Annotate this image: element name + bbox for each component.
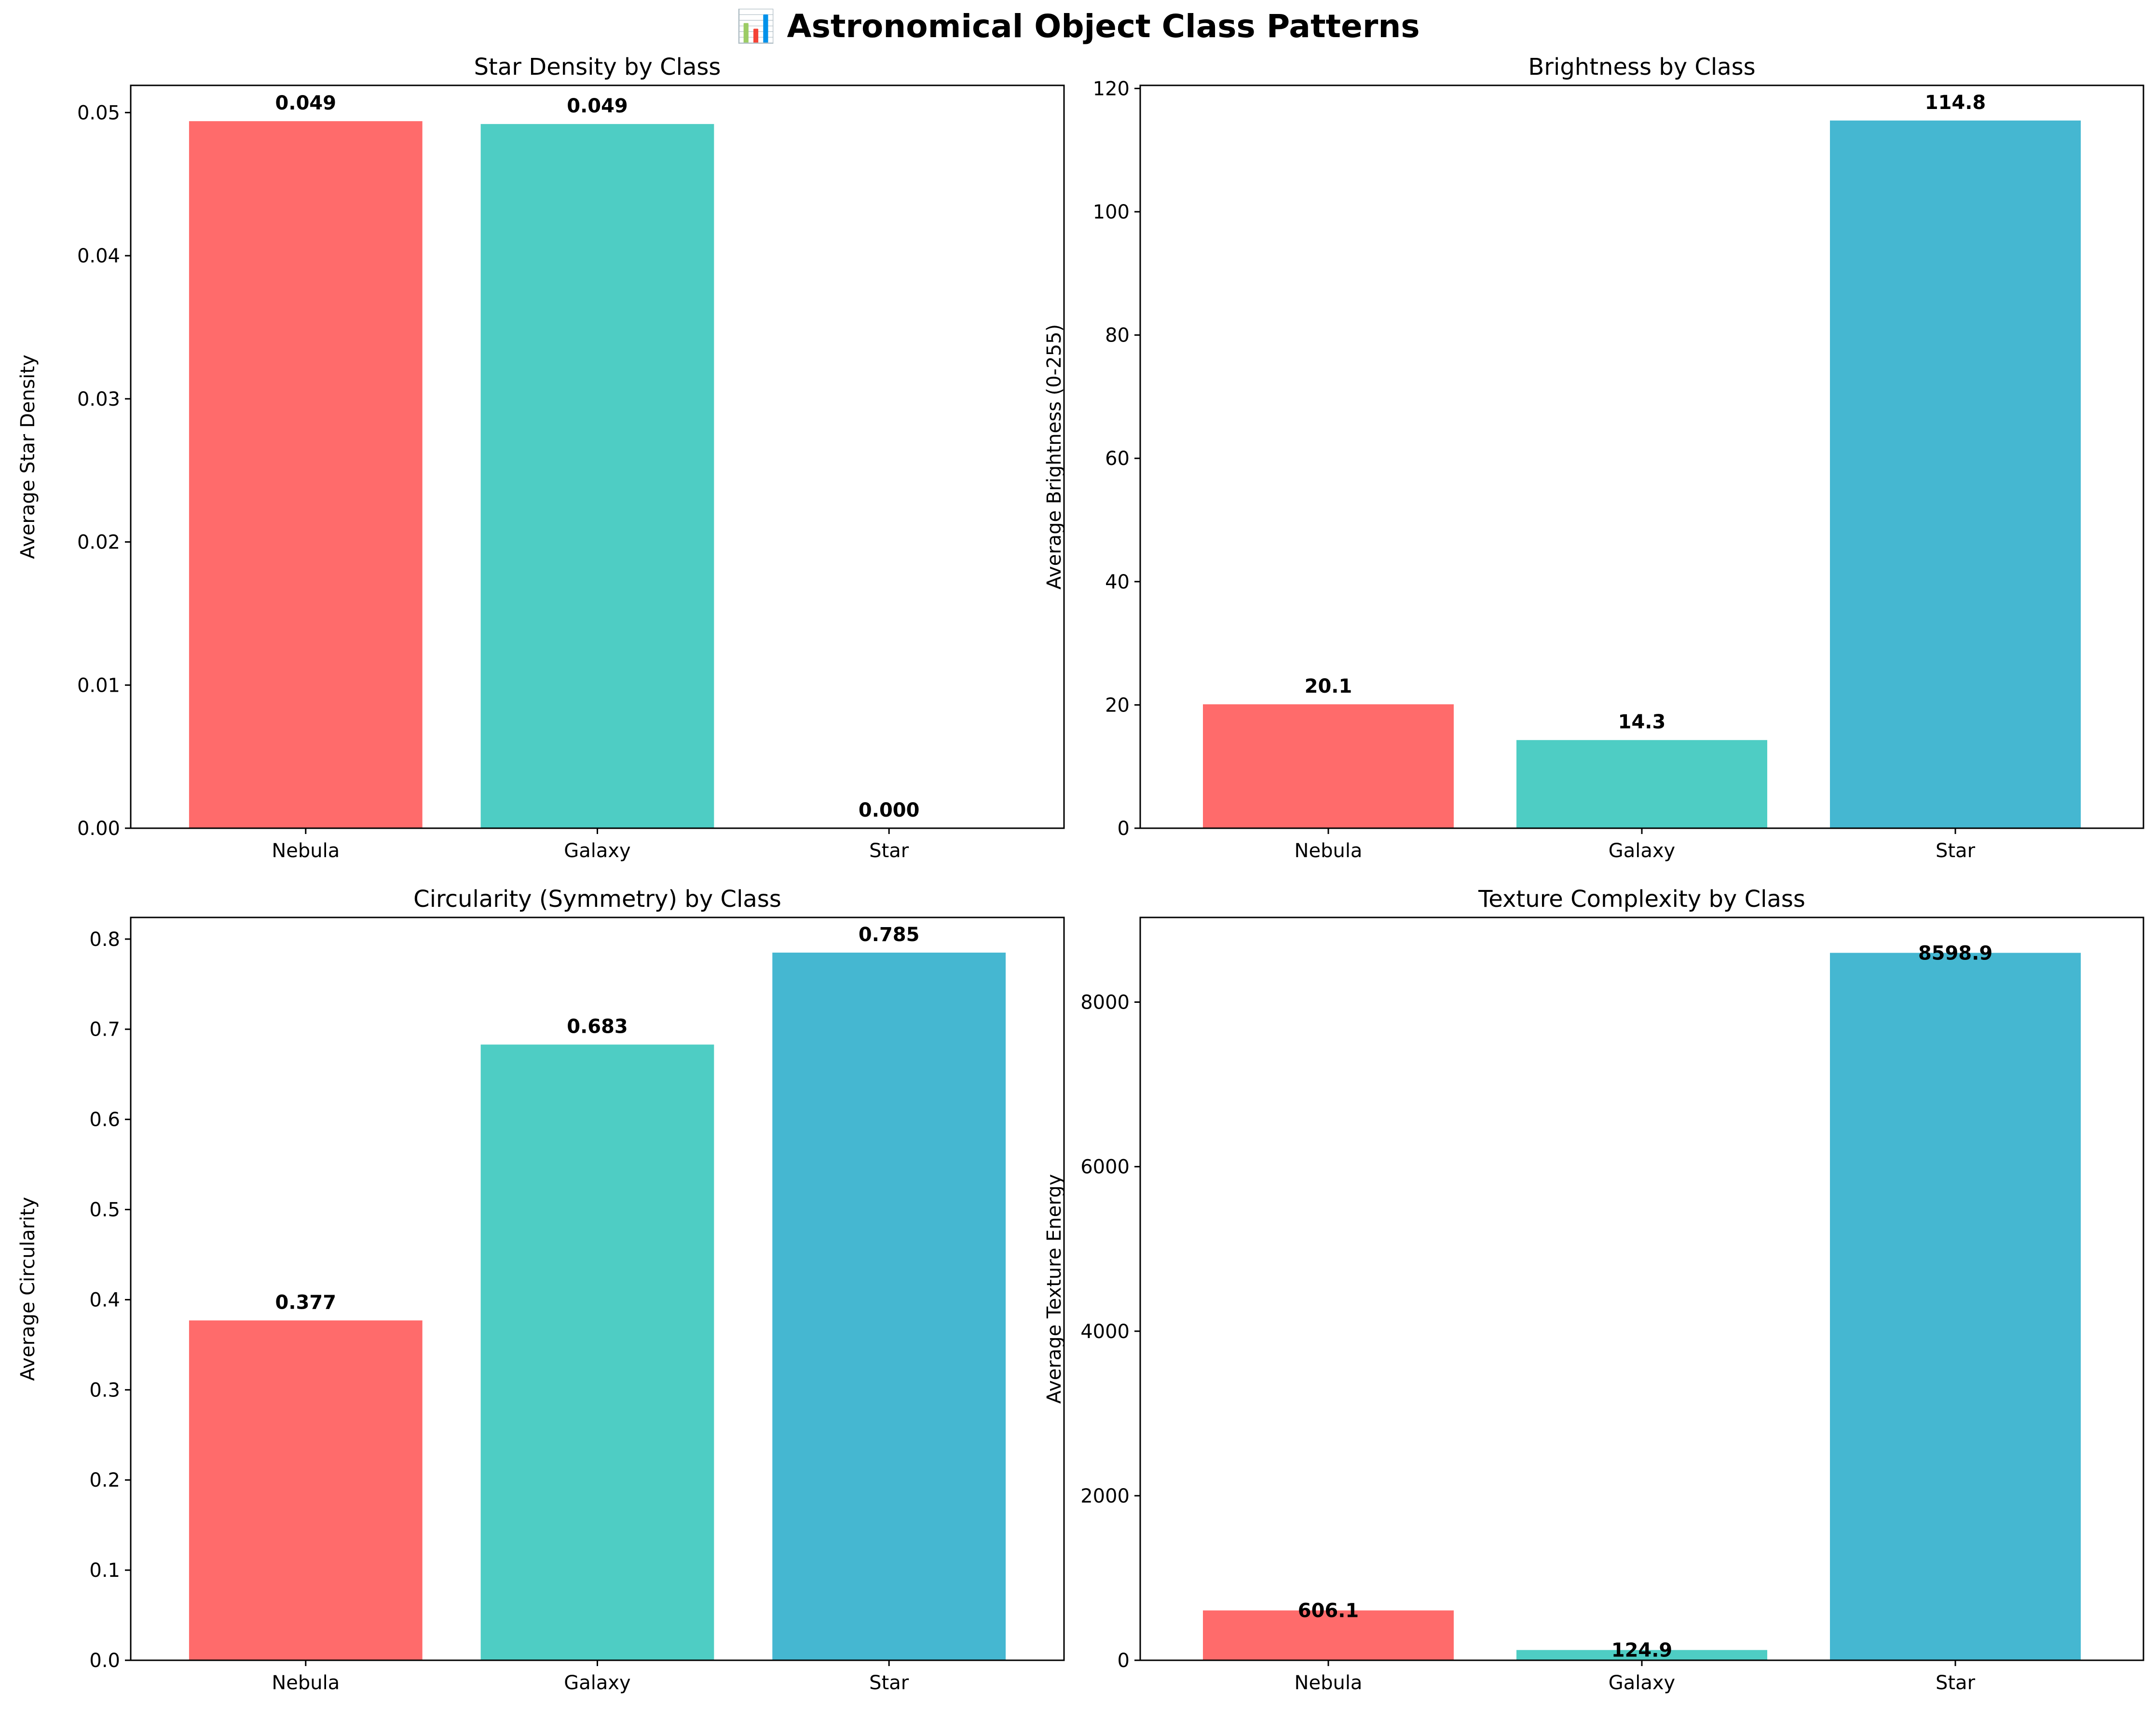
data-label: 124.9 bbox=[1611, 1640, 1673, 1662]
data-label: 0.683 bbox=[567, 1016, 628, 1038]
data-label: 0.377 bbox=[275, 1291, 337, 1313]
data-label: 0.000 bbox=[859, 799, 920, 821]
figure-title: 📊 Astronomical Object Class Patterns bbox=[736, 8, 1419, 45]
x-tick-label: Star bbox=[1936, 1672, 1976, 1694]
y-axis-label: Average Brightness (0-255) bbox=[1043, 324, 1065, 589]
data-label: 114.8 bbox=[1925, 92, 1986, 114]
y-tick-label: 0.3 bbox=[89, 1379, 120, 1401]
bar-galaxy bbox=[480, 1044, 714, 1660]
y-tick-label: 40 bbox=[1105, 571, 1130, 593]
y-tick-label: 0 bbox=[1118, 1650, 1130, 1672]
x-tick-label: Nebula bbox=[1295, 1672, 1363, 1694]
y-tick-label: 60 bbox=[1105, 448, 1130, 470]
y-axis-label: Average Circularity bbox=[17, 1197, 39, 1381]
x-tick-label: Nebula bbox=[272, 840, 340, 862]
data-label: 14.3 bbox=[1618, 711, 1666, 733]
y-tick-label: 0 bbox=[1118, 818, 1130, 840]
y-tick-label: 0.6 bbox=[89, 1109, 120, 1131]
y-tick-label: 0.4 bbox=[89, 1289, 120, 1311]
x-tick-label: Galaxy bbox=[1609, 840, 1675, 862]
x-tick-label: Nebula bbox=[1295, 840, 1363, 862]
y-tick-label: 0.04 bbox=[77, 245, 120, 267]
x-tick-label: Star bbox=[869, 1672, 909, 1694]
y-tick-label: 4000 bbox=[1080, 1321, 1130, 1343]
y-tick-label: 0.7 bbox=[89, 1019, 120, 1041]
y-tick-label: 0.2 bbox=[89, 1469, 120, 1491]
data-label: 606.1 bbox=[1298, 1600, 1359, 1622]
data-label: 0.785 bbox=[859, 924, 920, 946]
y-tick-label: 120 bbox=[1093, 78, 1130, 100]
chart-panel-4: Texture Complexity by Class 606.1 124.9 859… bbox=[1043, 886, 2144, 1694]
chart-title: Circularity (Symmetry) by Class bbox=[413, 886, 781, 913]
data-label: 20.1 bbox=[1305, 675, 1352, 697]
y-tick-label: 0.5 bbox=[89, 1199, 120, 1221]
chart-panel-2: Brightness by Class 20.1 14.3 114.8 0 20 40 60 8… bbox=[1043, 54, 2144, 862]
y-tick-label: 0.00 bbox=[77, 818, 120, 840]
x-tick-label: Galaxy bbox=[1609, 1672, 1675, 1694]
y-tick-label: 0.02 bbox=[77, 532, 120, 554]
x-tick-label: Star bbox=[869, 840, 909, 862]
y-tick-label: 0.05 bbox=[77, 102, 120, 124]
bar-star bbox=[772, 952, 1006, 1660]
y-tick-label: 0.03 bbox=[77, 388, 120, 410]
y-tick-label: 0.1 bbox=[89, 1559, 120, 1582]
chart-title: Brightness by Class bbox=[1528, 54, 1755, 81]
bar-nebula bbox=[189, 121, 423, 828]
bar-nebula bbox=[189, 1320, 423, 1660]
y-axis-label: Average Star Density bbox=[17, 355, 39, 559]
x-tick-label: Nebula bbox=[272, 1672, 340, 1694]
chart-title: Star Density by Class bbox=[474, 54, 721, 81]
y-tick-label: 2000 bbox=[1080, 1485, 1130, 1507]
y-tick-label: 80 bbox=[1105, 325, 1130, 347]
x-tick-label: Star bbox=[1936, 840, 1976, 862]
bar-nebula bbox=[1203, 704, 1454, 828]
data-label: 0.049 bbox=[275, 92, 337, 114]
y-tick-label: 0.8 bbox=[89, 929, 120, 951]
x-tick-label: Galaxy bbox=[564, 1672, 630, 1694]
y-tick-label: 6000 bbox=[1080, 1156, 1130, 1178]
chart-panel-1: Star Density by Class 0.049 0.049 0.000 0.00… bbox=[17, 54, 1065, 862]
y-tick-label: 0.01 bbox=[77, 674, 120, 697]
bar-star bbox=[1830, 120, 2081, 829]
x-tick-label: Galaxy bbox=[564, 840, 630, 862]
bar-nebula bbox=[1203, 1610, 1454, 1660]
y-tick-label: 100 bbox=[1093, 201, 1130, 223]
data-label: 8598.9 bbox=[1918, 942, 1992, 964]
bar-galaxy bbox=[1516, 1650, 1767, 1660]
chart-title: Texture Complexity by Class bbox=[1478, 886, 1805, 913]
y-tick-label: 8000 bbox=[1080, 992, 1130, 1014]
bar-galaxy bbox=[1516, 740, 1767, 828]
data-label: 0.049 bbox=[567, 95, 628, 117]
y-axis-label: Average Texture Energy bbox=[1043, 1174, 1065, 1404]
chart-panel-3: Circularity (Symmetry) by Class 0.377 0.68… bbox=[17, 886, 1065, 1694]
y-tick-label: 20 bbox=[1105, 694, 1130, 716]
bar-galaxy bbox=[480, 124, 714, 828]
y-tick-label: 0.0 bbox=[89, 1650, 120, 1672]
bar-star bbox=[1830, 953, 2081, 1660]
